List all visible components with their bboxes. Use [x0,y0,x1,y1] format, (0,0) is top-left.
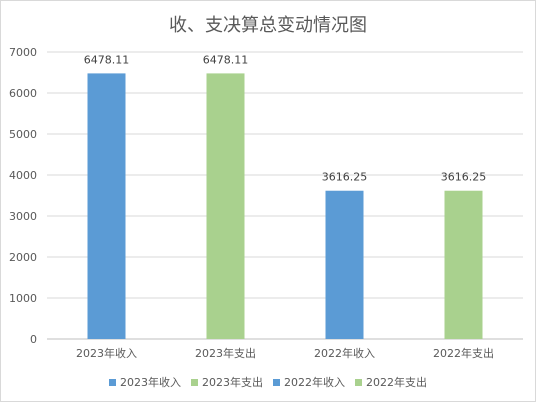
legend-item: 2022年收入 [273,374,345,390]
legend-item: 2022年支出 [355,374,427,390]
data-label: 6478.11 [84,53,130,66]
legend-item: 2023年收入 [109,374,181,390]
y-tick-label: 0 [30,333,37,346]
y-tick-label: 6000 [9,87,37,100]
legend-swatch [273,378,280,386]
y-tick-label: 3000 [9,210,37,223]
bar [87,73,126,339]
legend-label: 2022年收入 [284,376,345,389]
y-tick-label: 7000 [9,46,37,59]
chart-title: 收、支决算总变动情况图 [169,15,367,36]
y-tick-label: 5000 [9,128,37,141]
data-label: 3616.25 [441,171,487,184]
data-label: 6478.11 [203,53,249,66]
y-tick-label: 4000 [9,169,37,182]
legend-item: 2023年支出 [191,374,263,390]
x-tick-label: 2022年收入 [314,346,375,360]
bar [325,190,364,339]
bar [206,73,245,339]
legend-label: 2023年收入 [120,376,181,389]
data-label: 3616.25 [322,171,368,184]
legend-swatch [191,378,198,386]
legend-swatch [109,378,116,386]
legend: 2023年收入 2023年支出 2022年收入 2022年支出 [1,374,535,390]
x-tick-label: 2023年支出 [195,346,256,360]
legend-label: 2022年支出 [366,376,427,389]
y-tick-label: 1000 [9,292,37,305]
legend-label: 2023年支出 [202,376,263,389]
x-tick-label: 2022年支出 [433,346,494,360]
legend-swatch [355,378,362,386]
bar [444,190,483,339]
y-tick-label: 2000 [9,251,37,264]
x-tick-label: 2023年收入 [76,346,137,360]
